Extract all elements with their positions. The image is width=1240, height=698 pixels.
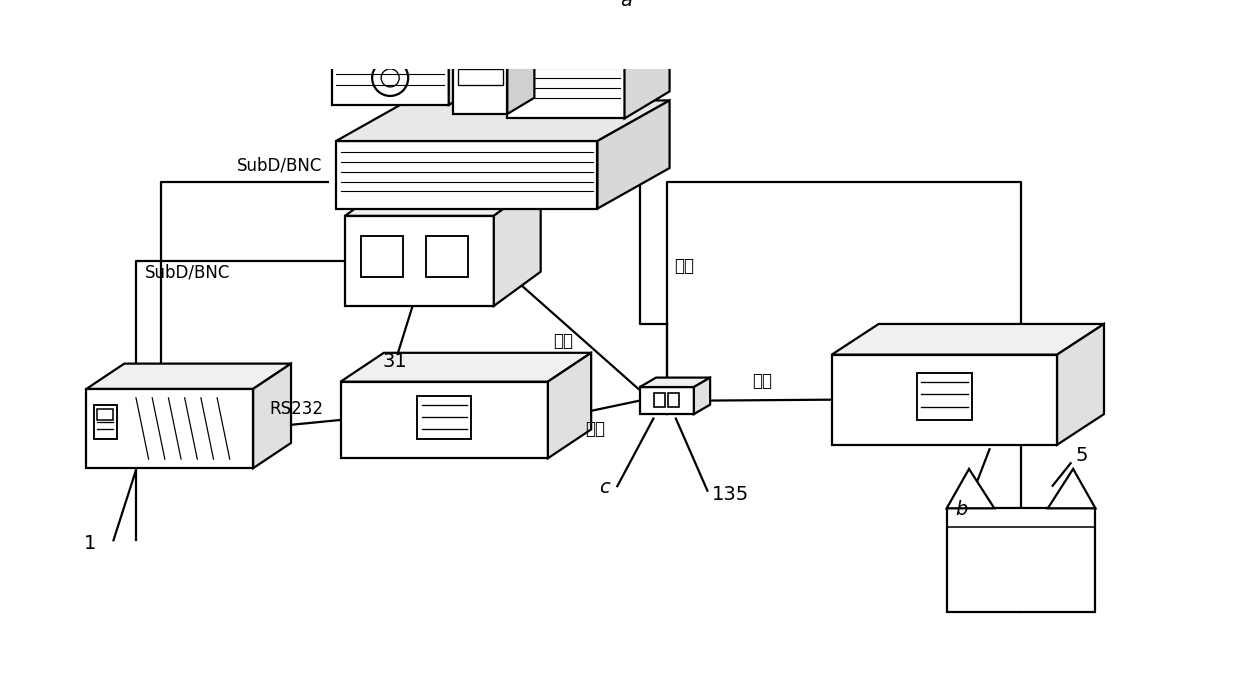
Polygon shape bbox=[345, 216, 494, 306]
Bar bbox=[458, 0, 503, 4]
Bar bbox=[668, 393, 680, 407]
Bar bbox=[97, 409, 114, 419]
Text: 网线: 网线 bbox=[675, 257, 694, 274]
Polygon shape bbox=[832, 355, 1058, 445]
Text: a: a bbox=[620, 0, 632, 10]
Text: 网线: 网线 bbox=[753, 372, 773, 390]
Polygon shape bbox=[87, 364, 291, 389]
Bar bbox=[918, 373, 971, 419]
Polygon shape bbox=[253, 364, 291, 468]
Polygon shape bbox=[694, 378, 711, 414]
Polygon shape bbox=[87, 389, 253, 468]
Text: c: c bbox=[599, 478, 610, 498]
Polygon shape bbox=[336, 141, 598, 209]
Polygon shape bbox=[494, 181, 541, 306]
Text: 网线: 网线 bbox=[585, 420, 605, 438]
Polygon shape bbox=[640, 378, 711, 387]
Bar bbox=[458, 15, 503, 31]
Polygon shape bbox=[507, 24, 670, 51]
Polygon shape bbox=[341, 382, 548, 459]
Bar bbox=[417, 396, 471, 439]
Text: SubD/BNC: SubD/BNC bbox=[237, 157, 322, 174]
Polygon shape bbox=[946, 469, 994, 508]
Polygon shape bbox=[449, 6, 494, 105]
Bar bbox=[458, 69, 503, 85]
Polygon shape bbox=[598, 101, 670, 209]
Polygon shape bbox=[946, 508, 1095, 612]
Text: 135: 135 bbox=[712, 484, 749, 504]
Polygon shape bbox=[625, 24, 670, 119]
Polygon shape bbox=[832, 324, 1104, 355]
Polygon shape bbox=[1058, 324, 1104, 445]
Text: 31: 31 bbox=[382, 352, 407, 371]
Text: 5: 5 bbox=[1075, 447, 1087, 466]
Text: 1: 1 bbox=[84, 534, 97, 554]
Text: SubD/BNC: SubD/BNC bbox=[145, 263, 231, 281]
Text: 网线: 网线 bbox=[553, 332, 573, 350]
Polygon shape bbox=[1048, 469, 1095, 508]
Bar bbox=[458, 42, 503, 58]
Bar bbox=[427, 236, 467, 277]
Polygon shape bbox=[336, 101, 670, 141]
Text: b: b bbox=[956, 500, 968, 519]
Bar bbox=[361, 236, 403, 277]
Polygon shape bbox=[507, 0, 534, 114]
Bar bbox=[94, 405, 117, 439]
Polygon shape bbox=[331, 6, 494, 33]
Polygon shape bbox=[454, 0, 507, 114]
Bar bbox=[653, 393, 665, 407]
Polygon shape bbox=[341, 352, 591, 382]
Polygon shape bbox=[507, 51, 625, 119]
Polygon shape bbox=[548, 352, 591, 459]
Polygon shape bbox=[345, 181, 541, 216]
Polygon shape bbox=[640, 387, 694, 414]
Text: RS232: RS232 bbox=[269, 400, 324, 418]
Polygon shape bbox=[331, 33, 449, 105]
